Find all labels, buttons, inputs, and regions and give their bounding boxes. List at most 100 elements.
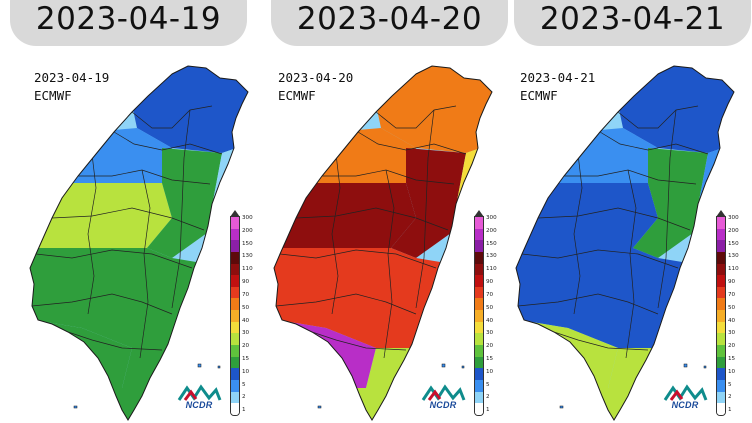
taiwan-rainfall-map [515, 65, 735, 421]
legend-label: 130 [242, 253, 253, 260]
island [441, 363, 446, 368]
island [217, 365, 221, 369]
island [73, 405, 78, 409]
legend-label: 10 [242, 368, 250, 375]
legend-swatch [231, 251, 239, 264]
model-name: ECMWF [278, 88, 316, 103]
island [559, 405, 564, 409]
island [683, 363, 688, 368]
rainfall-zone-south [274, 248, 446, 348]
legend-arrow-icon [716, 210, 726, 217]
model-name: ECMWF [34, 88, 72, 103]
county-boundary [415, 109, 435, 309]
county-boundary [87, 153, 97, 315]
legend-color-bar [230, 216, 240, 416]
rainfall-map-panel-2: 2023-04-20 ECMWF 300 200 150 130 110 90 70 50 40… [266, 58, 510, 423]
date-tab-3[interactable]: 2023-04-21 [514, 0, 751, 46]
legend-swatch [717, 286, 725, 299]
rainfall-zone-center [147, 148, 222, 258]
legend-swatch [231, 275, 239, 287]
legend-label: 20 [728, 343, 736, 350]
legend-color-bar [716, 216, 726, 416]
legend-swatch [231, 286, 239, 299]
county-boundary [139, 169, 151, 359]
legend-swatch [717, 228, 725, 241]
legend-label: 50 [242, 304, 250, 311]
legend-label: 15 [242, 355, 250, 362]
legend-swatch [475, 391, 483, 404]
legend-label: 15 [728, 355, 736, 362]
rainfall-zone-central-west [30, 183, 172, 248]
taiwan-rainfall-map [273, 65, 493, 421]
legend-swatch [717, 310, 725, 322]
county-boundary [295, 207, 449, 231]
date-tab-1[interactable]: 2023-04-19 [10, 0, 247, 46]
county-boundary [51, 207, 205, 231]
ncdr-logo: NCDR [420, 384, 466, 412]
legend-label: 300 [242, 215, 253, 221]
legend-swatch [717, 275, 725, 287]
legend-label: 2 [728, 394, 732, 401]
county-boundary [521, 249, 679, 269]
legend-swatch [717, 240, 725, 252]
date-tab-2[interactable]: 2023-04-20 [271, 0, 508, 46]
legend-swatch [475, 298, 483, 311]
legend-swatch [717, 368, 725, 380]
legend-swatch [231, 298, 239, 311]
legend-swatch [231, 379, 239, 392]
county-boundary [35, 249, 193, 269]
legend-label: 70 [486, 291, 494, 298]
legend-label: 2 [242, 394, 246, 401]
legend-swatch [475, 310, 483, 322]
rainfall-zone-northwest [516, 128, 658, 183]
legend-label: 15 [486, 355, 494, 362]
legend-swatch [475, 345, 483, 357]
panel-date: 2023-04-21 [520, 70, 596, 85]
legend-swatch [231, 228, 239, 241]
legend-swatch [475, 356, 483, 369]
island [197, 363, 202, 368]
county-boundary [617, 105, 699, 129]
legend-swatch [717, 403, 725, 415]
legend-label: 150 [242, 240, 253, 247]
county-boundary [171, 109, 191, 309]
legend-label: 200 [242, 227, 253, 234]
legend-swatch [475, 379, 483, 392]
rainfall-zone-center [633, 148, 708, 258]
legend-label: 300 [486, 215, 497, 221]
legend-swatch [231, 391, 239, 404]
legend-label: 90 [728, 279, 736, 286]
legend-swatch [475, 240, 483, 252]
rainfall-zone-northwest [30, 128, 172, 183]
legend-swatch [717, 321, 725, 334]
county-boundary [625, 169, 637, 359]
legend-label: 10 [486, 368, 494, 375]
county-boundary [573, 153, 583, 315]
county-boundary [357, 131, 467, 155]
rainfall-legend: 300 200 150 130 110 90 70 50 40 30 20 15 10 5 2 1 [716, 210, 746, 422]
legend-swatch [717, 345, 725, 357]
island [461, 365, 465, 369]
legend-label: 90 [242, 279, 250, 286]
taiwan-coastline [515, 65, 735, 421]
legend-swatch [717, 391, 725, 404]
legend-label: 5 [728, 381, 732, 388]
legend-swatch [231, 321, 239, 334]
legend-label: 40 [728, 317, 736, 324]
rainfall-zone-central-west [274, 183, 416, 248]
county-boundary [331, 153, 341, 315]
legend-label: 20 [486, 343, 494, 350]
county-boundary [657, 109, 677, 309]
legend-label: 1 [242, 407, 246, 414]
legend-swatch [717, 333, 725, 346]
county-boundary [61, 329, 163, 351]
legend-label: 5 [242, 381, 246, 388]
legend-label: 40 [486, 317, 494, 324]
legend-label: 1 [486, 407, 490, 414]
legend-swatch [475, 228, 483, 241]
county-boundary [375, 105, 457, 129]
legend-label: 110 [728, 266, 739, 273]
legend-label: 30 [242, 330, 250, 337]
taiwan-rainfall-map [29, 65, 249, 421]
rainfall-zone-south [516, 248, 688, 348]
